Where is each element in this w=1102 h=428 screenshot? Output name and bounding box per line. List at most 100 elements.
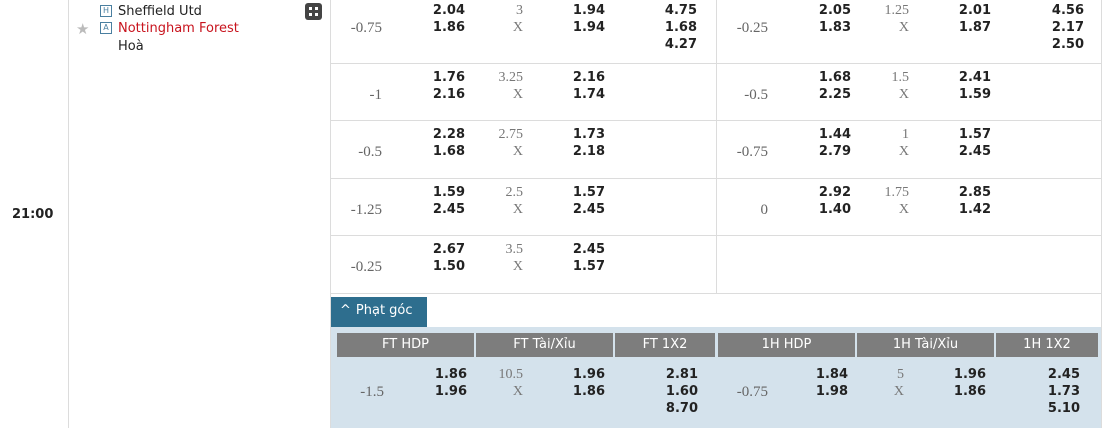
column-header: 1H 1X2 — [996, 333, 1098, 357]
over-under-mark: X — [512, 259, 523, 274]
goal-line: 10.5 — [498, 367, 524, 382]
handicap-odds: 1.98 — [815, 384, 848, 399]
handicap-odds: 1.59 — [432, 185, 465, 200]
over-under-mark: X — [512, 202, 523, 217]
column-header: FT HDP — [337, 333, 474, 357]
handicap-odds: 1.86 — [432, 20, 465, 35]
over-under-mark: X — [893, 384, 904, 399]
handicap-odds: 1.83 — [818, 20, 851, 35]
goal-line: 1.5 — [891, 70, 910, 85]
favorite-star[interactable]: ★ — [76, 20, 90, 38]
over-under-odds: 1.42 — [958, 202, 991, 217]
divider — [68, 0, 69, 428]
handicap-odds: 2.45 — [432, 202, 465, 217]
1x2-odds: 2.50 — [1051, 37, 1084, 52]
column-header: FT 1X2 — [615, 333, 715, 357]
stats-icon[interactable] — [305, 3, 322, 20]
handicap-odds: 2.16 — [432, 87, 465, 102]
1x2-odds: 8.70 — [665, 401, 698, 416]
over-under-odds: 1.57 — [572, 259, 605, 274]
tab-label: Phạt góc — [355, 303, 413, 318]
over-under-odds: 1.59 — [958, 87, 991, 102]
over-under-mark: X — [898, 144, 909, 159]
handicap-odds: 1.68 — [818, 70, 851, 85]
over-under-odds: 1.87 — [958, 20, 991, 35]
caret: ^ — [340, 303, 351, 318]
goal-line: 2.5 — [505, 185, 524, 200]
over-under-mark: X — [898, 20, 909, 35]
over-under-odds: 1.94 — [572, 20, 605, 35]
handicap-line: -0.75 — [736, 384, 768, 400]
handicap-line: -1.5 — [360, 384, 384, 400]
away-team[interactable]: Nottingham Forest — [118, 21, 239, 36]
handicap-odds: 1.44 — [818, 127, 851, 142]
over-under-odds: 2.85 — [958, 185, 991, 200]
row-divider — [330, 293, 1102, 294]
handicap-odds: 2.92 — [818, 185, 851, 200]
over-under-odds: 2.41 — [958, 70, 991, 85]
1x2-odds: 2.17 — [1051, 20, 1084, 35]
over-under-odds: 1.94 — [572, 3, 605, 18]
handicap-odds: 2.25 — [818, 87, 851, 102]
handicap-odds: 2.79 — [818, 144, 851, 159]
handicap-odds: 1.84 — [815, 367, 848, 382]
handicap-odds: 1.50 — [432, 259, 465, 274]
handicap-line: -1.25 — [350, 202, 382, 218]
over-under-mark: X — [512, 20, 523, 35]
stats-glyph — [309, 7, 318, 16]
1x2-odds: 5.10 — [1047, 401, 1080, 416]
handicap-odds: 2.05 — [818, 3, 851, 18]
handicap-line: -0.75 — [736, 144, 768, 160]
goal-line: 2.75 — [498, 127, 524, 142]
goal-line: 1.75 — [884, 185, 910, 200]
draw-label: Hoà — [118, 39, 144, 54]
handicap-line: -1 — [369, 87, 383, 103]
column-header: FT Tài/Xỉu — [476, 333, 613, 357]
home-badge: H — [100, 5, 112, 17]
goal-line: 3.5 — [505, 242, 524, 257]
row-divider — [330, 235, 1102, 236]
over-under-odds: 2.45 — [572, 242, 605, 257]
handicap-line: -0.5 — [744, 87, 768, 103]
handicap-odds: 2.04 — [432, 3, 465, 18]
handicap-odds: 2.28 — [432, 127, 465, 142]
handicap-odds: 1.68 — [432, 144, 465, 159]
1x2-odds: 4.27 — [664, 37, 697, 52]
over-under-mark: X — [512, 87, 523, 102]
row-divider — [330, 63, 1102, 64]
handicap-odds: 1.86 — [434, 367, 467, 382]
goal-line: 1 — [902, 127, 909, 142]
over-under-odds: 1.96 — [572, 367, 605, 382]
over-under-odds: 2.16 — [572, 70, 605, 85]
over-under-odds: 1.86 — [572, 384, 605, 399]
goal-line: 1.25 — [884, 3, 910, 18]
1x2-odds: 1.60 — [665, 384, 698, 399]
handicap-odds: 1.40 — [818, 202, 851, 217]
1x2-odds: 2.81 — [665, 367, 698, 382]
handicap-odds: 1.96 — [434, 384, 467, 399]
handicap-line: -0.75 — [350, 20, 382, 36]
column-header: 1H HDP — [718, 333, 855, 357]
over-under-mark: X — [898, 87, 909, 102]
1x2-odds: 4.75 — [664, 3, 697, 18]
goal-line: 3.25 — [498, 70, 524, 85]
column-header: 1H Tài/Xỉu — [857, 333, 994, 357]
match-time: 21:00 — [12, 207, 54, 222]
over-under-odds: 1.74 — [572, 87, 605, 102]
handicap-odds: 2.67 — [432, 242, 465, 257]
1x2-odds: 1.73 — [1047, 384, 1080, 399]
over-under-odds: 2.45 — [958, 144, 991, 159]
home-team[interactable]: Sheffield Utd — [118, 4, 202, 19]
1x2-odds: 1.68 — [664, 20, 697, 35]
handicap-line: -0.25 — [350, 259, 382, 275]
over-under-mark: X — [512, 144, 523, 159]
corner-tab[interactable]: ^ Phạt góc — [331, 297, 427, 327]
over-under-odds: 1.57 — [572, 185, 605, 200]
handicap-line: -0.5 — [358, 144, 382, 160]
over-under-odds: 2.45 — [572, 202, 605, 217]
divider — [330, 0, 331, 428]
over-under-odds: 1.73 — [572, 127, 605, 142]
handicap-line: 0 — [760, 202, 769, 218]
1x2-odds: 2.45 — [1047, 367, 1080, 382]
